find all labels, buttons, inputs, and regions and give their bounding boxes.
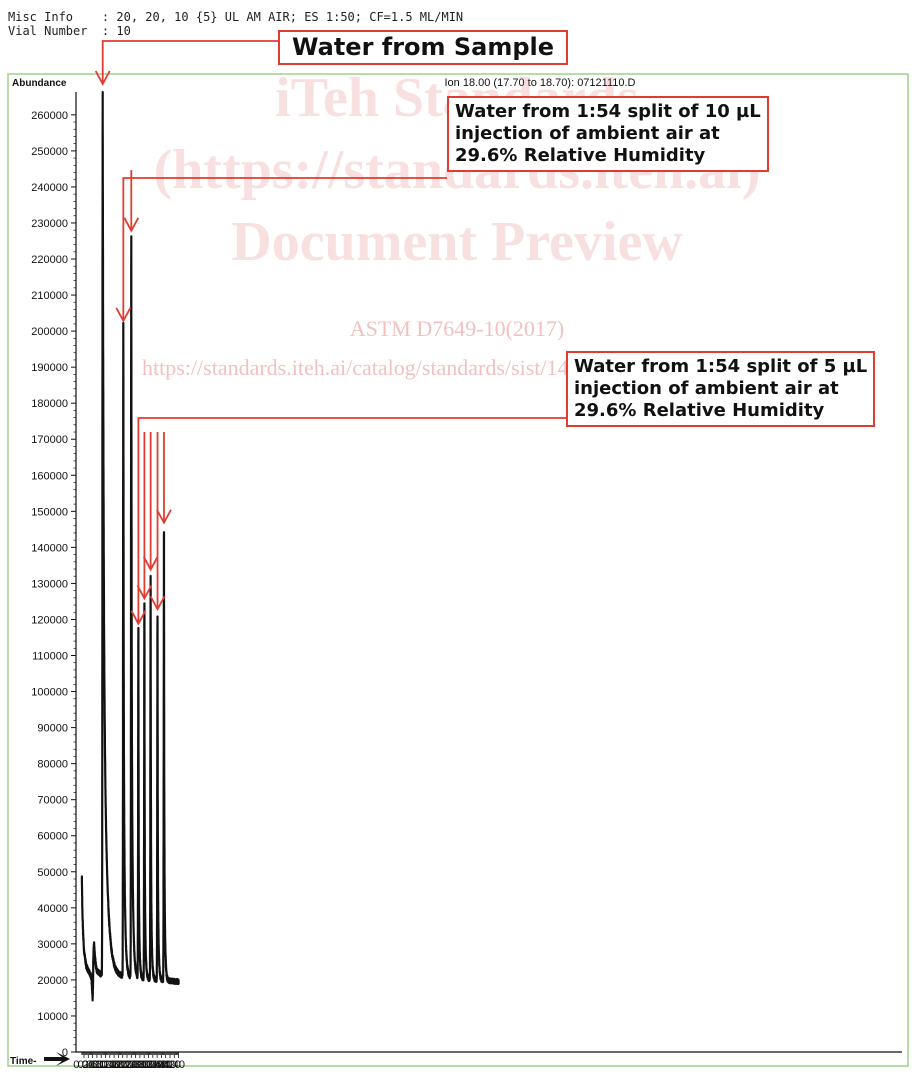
x-tick-label-1.40: 1.40: [99, 1059, 120, 1071]
arrow-split10-a-head: [115, 307, 132, 323]
x-tick-label-1.60: 1.60: [103, 1059, 124, 1071]
x-tick-label-3.00: 3.00: [133, 1059, 154, 1071]
chart-title: Ion 18.00 (17.70 to 18.70): 07121110.D: [444, 77, 635, 89]
y-tick-label-40000: 40000: [37, 903, 68, 915]
y-tick-label-50000: 50000: [37, 867, 68, 879]
y-tick-label-190000: 190000: [31, 362, 68, 374]
y-tick-label-250000: 250000: [31, 146, 68, 158]
callout-split5-line-3: 29.6% Relative Humidity: [574, 399, 825, 421]
arrow-split5-2-head: [136, 585, 153, 601]
y-tick-label-0: 0: [62, 1047, 68, 1059]
misc-info: Misc Info : 20, 20, 10 {5} UL AM AIR; ES…: [8, 10, 464, 24]
vial-number: Vial Number : 10: [8, 24, 131, 38]
callout-split10-line-3: 29.6% Relative Humidity: [455, 144, 706, 166]
x-tick-label-0.80: 0.80: [86, 1059, 107, 1071]
arrow-sample-head: [94, 70, 111, 86]
callout-sample-text: Water from Sample: [292, 33, 555, 61]
arrow-split5-4-head: [149, 595, 166, 612]
callout-split10-line-1: Water from 1:54 split of 10 µL: [455, 101, 761, 122]
y-tick-label-140000: 140000: [31, 542, 68, 554]
y-tick-label-100000: 100000: [31, 687, 68, 699]
x-tick-label-0.40: 0.40: [78, 1059, 99, 1071]
x-tick-label-4.00: 4.00: [155, 1059, 176, 1071]
callout-split5-line-1: Water from 1:54 split of 5 µL: [574, 356, 868, 377]
callout-split10-line-2: injection of ambient air at: [455, 122, 720, 144]
y-tick-label-10000: 10000: [37, 1011, 68, 1023]
x-tick-label-3.20: 3.20: [138, 1059, 159, 1071]
x-tick-label-2.80: 2.80: [129, 1059, 150, 1071]
y-tick-label-180000: 180000: [31, 398, 68, 410]
y-tick-label-240000: 240000: [31, 182, 68, 194]
x-tick-label-4.20: 4.20: [159, 1059, 180, 1071]
y-tick-label-210000: 210000: [31, 290, 68, 302]
y-tick-label-60000: 60000: [37, 831, 68, 843]
plot-frame: [7, 73, 909, 1067]
time-arrow-icon: [44, 1052, 70, 1066]
water-trace-line: [80, 90, 180, 1002]
y-tick-label-80000: 80000: [37, 759, 68, 771]
arrow-split5-3-head: [142, 556, 159, 572]
x-tick-label-0.60: 0.60: [82, 1059, 103, 1071]
x-tick-label-3.40: 3.40: [142, 1059, 163, 1071]
x-tick-label-1.80: 1.80: [108, 1059, 129, 1071]
arrow-sample: [101, 40, 278, 84]
x-tick-label-1.00: 1.00: [90, 1059, 111, 1071]
callout-split-5ul: Water from 1:54 split of 5 µL injection …: [566, 351, 876, 427]
y-tick-label-160000: 160000: [31, 470, 68, 482]
x-tick-label-4.40: 4.40: [164, 1059, 185, 1071]
y-tick-label-20000: 20000: [37, 975, 68, 987]
y-tick-label-200000: 200000: [31, 326, 68, 338]
y-tick-label-90000: 90000: [37, 723, 68, 735]
callout-split5-line-2: injection of ambient air at: [574, 377, 839, 399]
y-tick-label-30000: 30000: [37, 939, 68, 951]
y-tick-label-120000: 120000: [31, 614, 68, 626]
arrow-split5-1: [137, 417, 566, 624]
y-tick-label-230000: 230000: [31, 218, 68, 230]
arrow-split10-a: [122, 177, 447, 321]
x-tick-label-0.20: 0.20: [73, 1059, 94, 1071]
x-axis-label: Time-: [10, 1056, 37, 1067]
x-tick-label-1.20: 1.20: [95, 1059, 116, 1071]
x-tick-label-2.20: 2.20: [116, 1059, 137, 1071]
arrow-split5-1-head: [130, 610, 147, 626]
x-tick-label-2.40: 2.40: [121, 1059, 142, 1071]
y-tick-label-170000: 170000: [31, 434, 68, 446]
y-tick-label-70000: 70000: [37, 795, 68, 807]
x-tick-label-2.60: 2.60: [125, 1059, 146, 1071]
y-tick-label-260000: 260000: [31, 110, 68, 122]
x-tick-label-3.60: 3.60: [146, 1059, 167, 1071]
arrow-split5-5-head: [156, 509, 172, 525]
y-axis-label: Abundance: [12, 78, 67, 89]
y-tick-label-150000: 150000: [31, 506, 68, 518]
y-tick-label-130000: 130000: [31, 578, 68, 590]
callout-water-from-sample: Water from Sample: [278, 30, 569, 66]
arrow-split10-b-head: [123, 217, 140, 233]
y-tick-label-110000: 110000: [32, 651, 68, 663]
x-tick-label-2.00: 2.00: [112, 1059, 133, 1071]
x-tick-label-3.80: 3.80: [151, 1059, 172, 1071]
y-tick-label-220000: 220000: [31, 254, 68, 266]
callout-split-10ul: Water from 1:54 split of 10 µL injection…: [447, 96, 769, 172]
